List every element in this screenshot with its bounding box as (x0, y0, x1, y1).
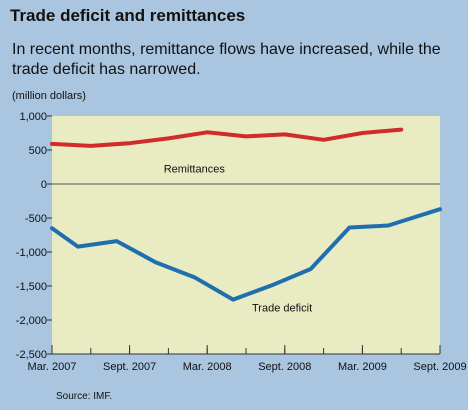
y-axis-unit-label: (million dollars) (12, 90, 86, 102)
x-tick-label: Sept. 2009 (413, 361, 466, 373)
series-line-remittances (50, 127, 404, 148)
line-chart: -2,500 -2,000 -1,500 -1,000 -500 0 500 1,000 Mar… (16, 111, 467, 373)
chart-subtitle: In recent months, remittance flows have … (12, 41, 441, 78)
x-tick-label: Sept. 2007 (103, 361, 156, 373)
series-label-trade-deficit: Trade deficit (252, 303, 312, 315)
x-tick-label: Mar. 2009 (338, 361, 387, 373)
x-tick-label: Mar. 2007 (28, 361, 77, 373)
plot-area (52, 116, 440, 354)
y-tick-label: -500 (25, 213, 47, 225)
y-tick-label: 0 (41, 179, 47, 191)
y-tick-label: -1,000 (16, 247, 47, 259)
y-tick-label: -2,500 (16, 349, 47, 361)
y-tick-label: 500 (29, 145, 47, 157)
y-tick-label: -2,000 (16, 315, 47, 327)
x-tick-label: Mar. 2008 (183, 361, 232, 373)
source-note: Source: IMF. (56, 391, 113, 402)
chart-title: Trade deficit and remittances (10, 6, 246, 25)
x-tick-label: Sept. 2008 (258, 361, 311, 373)
y-tick-label: -1,500 (16, 281, 47, 293)
series-label-remittances: Remittances (164, 163, 226, 175)
y-tick-label: 1,000 (19, 111, 47, 123)
